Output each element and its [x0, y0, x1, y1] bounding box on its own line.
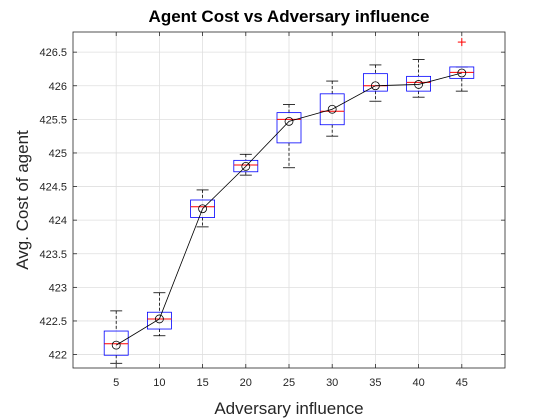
box — [233, 159, 259, 173]
box — [406, 75, 432, 92]
box — [319, 93, 345, 126]
x-tick-label: 20 — [240, 377, 252, 389]
mean-point — [111, 340, 121, 350]
y-tick-label: 422 — [49, 350, 67, 362]
y-tick-label: 422.5 — [39, 316, 67, 328]
y-axis-label: Avg. Cost of agent — [13, 130, 32, 270]
y-tick-label: 425 — [49, 148, 67, 160]
y-tick-label: 426 — [49, 81, 67, 93]
x-tick-label: 5 — [113, 377, 119, 389]
x-tick-label: 45 — [456, 377, 468, 389]
box — [276, 112, 302, 144]
boxes — [103, 38, 475, 364]
y-tick-label: 425.5 — [39, 114, 67, 126]
x-axis-label: Adversary influence — [214, 399, 363, 418]
box — [146, 311, 172, 330]
y-tick-label: 423.5 — [39, 249, 67, 261]
y-tick-label: 426.5 — [39, 47, 67, 59]
mean-point — [154, 314, 164, 324]
mean-point — [327, 104, 337, 114]
mean-point — [284, 116, 294, 126]
x-axis-ticks: 5 10 15 20 25 30 35 40 45 — [113, 32, 468, 389]
y-tick-label: 424 — [49, 215, 67, 227]
x-tick-label: 30 — [326, 377, 338, 389]
box — [103, 330, 129, 356]
x-tick-label: 25 — [283, 377, 295, 389]
x-tick-label: 35 — [369, 377, 381, 389]
x-tick-label: 10 — [153, 377, 165, 389]
mean-point — [457, 68, 467, 78]
box — [190, 199, 216, 218]
mean-point — [241, 161, 251, 171]
box — [362, 73, 388, 92]
mean-series — [111, 68, 467, 350]
mean-point — [414, 80, 424, 89]
y-tick-label: 423 — [49, 282, 67, 294]
mean-point — [198, 204, 208, 214]
chart-title: Agent Cost vs Adversary influence — [149, 7, 430, 26]
y-tick-label: 424.5 — [39, 182, 67, 194]
y-axis-ticks: 422 422.5 423 423.5 424 424.5 425 425.5 426 426.5 — [39, 47, 505, 362]
x-tick-label: 15 — [196, 377, 208, 389]
x-tick-label: 40 — [412, 377, 424, 389]
mean-point — [370, 81, 380, 91]
mean-line — [115, 72, 462, 346]
